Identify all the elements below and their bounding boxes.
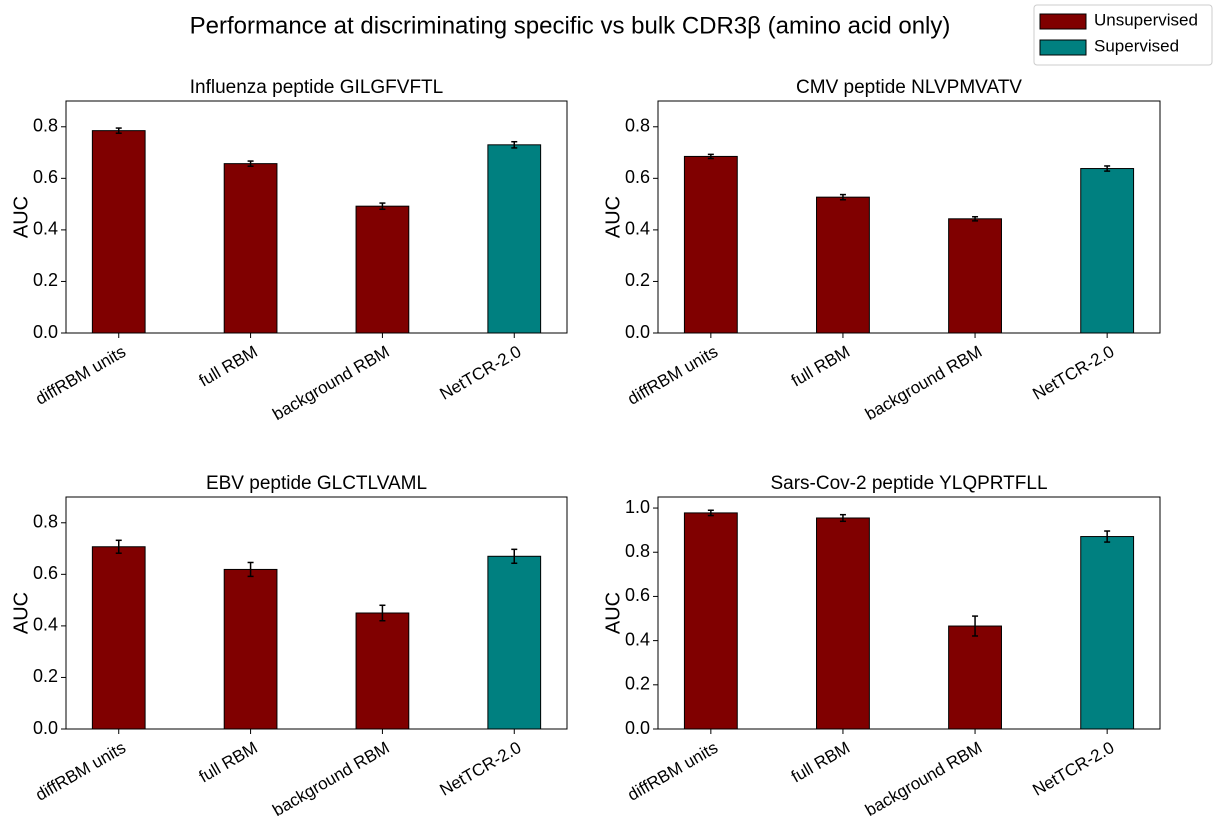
y-tick-label: 0.0: [33, 718, 58, 738]
y-tick-label: 0.8: [33, 116, 58, 136]
bar: [91, 130, 146, 334]
legend-swatch: [1039, 39, 1087, 56]
y-tick-label: 0.6: [33, 167, 58, 187]
y-tick-label: 0.8: [33, 512, 58, 532]
y-axis-label: AUC: [602, 592, 624, 634]
legend-label: Supervised: [1094, 36, 1179, 55]
y-tick-label: 0.2: [33, 270, 58, 290]
bar: [487, 555, 542, 730]
y-axis-label: AUC: [10, 196, 32, 238]
y-tick-label: 0.2: [625, 270, 650, 290]
figure-title: Performance at discriminating specific v…: [190, 12, 951, 39]
bar: [683, 155, 738, 334]
axes-frame: [657, 496, 1161, 730]
y-tick-label: 0.0: [625, 322, 650, 342]
bar: [683, 512, 738, 730]
y-tick-label: 0.4: [33, 615, 58, 635]
y-tick-label: 0.4: [625, 629, 650, 649]
bar: [816, 517, 870, 730]
bar: [1080, 168, 1135, 334]
subplot-title: Influenza peptide GILGFVFTL: [190, 77, 443, 98]
bar: [355, 612, 410, 730]
y-tick-label: 0.0: [33, 322, 58, 342]
y-tick-label: 0.8: [625, 116, 650, 136]
bar: [223, 568, 278, 730]
bar: [487, 144, 542, 334]
y-tick-label: 1.0: [625, 497, 650, 517]
axes-frame: [65, 496, 568, 730]
bar: [1080, 536, 1135, 730]
y-tick-label: 0.6: [33, 563, 58, 583]
y-axis-label: AUC: [10, 592, 32, 634]
legend-swatch: [1039, 13, 1087, 30]
legend-label: Unsupervised: [1094, 10, 1198, 29]
axes-frame: [657, 100, 1161, 334]
bar: [948, 218, 1002, 334]
subplot-title: EBV peptide GLCTLVAML: [206, 473, 427, 494]
y-tick-label: 0.6: [625, 167, 650, 187]
y-tick-label: 0.2: [625, 674, 650, 694]
y-tick-label: 0.4: [33, 219, 58, 239]
y-tick-label: 0.8: [625, 541, 650, 561]
y-axis-label: AUC: [602, 196, 624, 238]
bar: [223, 163, 278, 334]
y-tick-label: 0.4: [625, 219, 650, 239]
axes-frame: [65, 100, 568, 334]
subplot-title: CMV peptide NLVPMVATV: [796, 77, 1022, 98]
y-tick-label: 0.0: [625, 718, 650, 738]
bar: [91, 546, 146, 730]
y-tick-label: 0.6: [625, 585, 650, 605]
bar: [816, 196, 870, 334]
bar: [948, 625, 1002, 730]
y-tick-label: 0.2: [33, 666, 58, 686]
bar: [355, 205, 410, 334]
subplot-title: Sars-Cov-2 peptide YLQPRTFLL: [770, 473, 1047, 494]
